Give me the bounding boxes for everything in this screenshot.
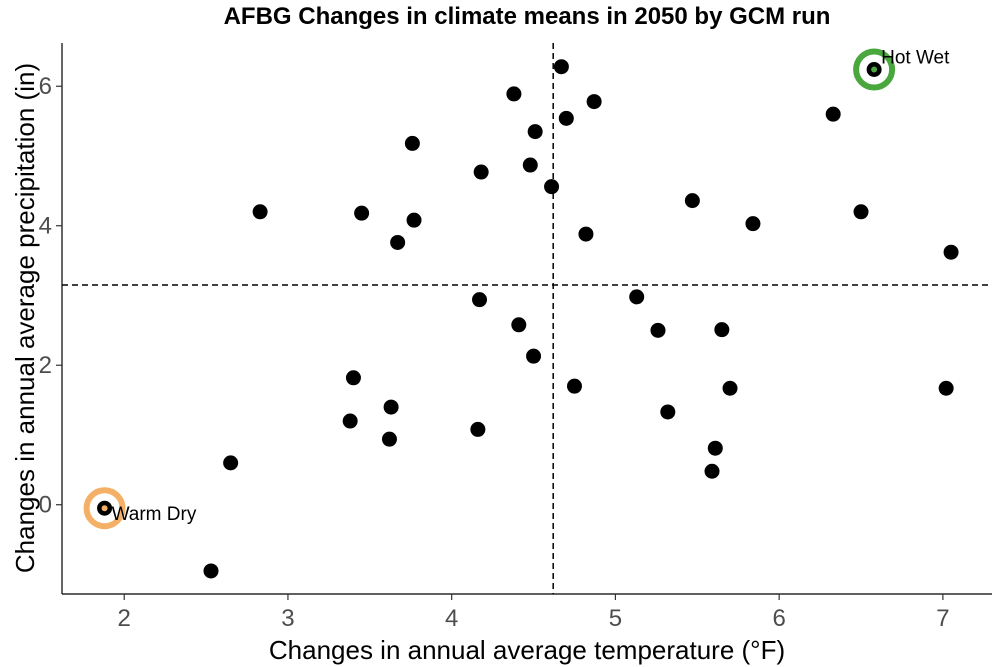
data-point	[473, 164, 489, 180]
y-axis-title: Changes in annual average precipitation …	[10, 63, 40, 573]
annotation-label: Hot Wet	[881, 48, 950, 69]
data-point	[223, 455, 239, 471]
data-point	[345, 370, 361, 386]
x-tick-label: 7	[936, 605, 949, 632]
highlight-center	[871, 66, 878, 73]
data-point	[558, 110, 574, 126]
data-point	[506, 86, 522, 102]
data-point	[943, 244, 959, 260]
data-point	[404, 135, 420, 151]
data-point	[381, 431, 397, 447]
data-point	[390, 234, 406, 250]
x-tick-label: 2	[118, 605, 131, 632]
data-point	[684, 193, 700, 209]
data-points	[97, 59, 959, 579]
y-tick-label: 4	[39, 213, 52, 240]
highlight-ring	[853, 48, 896, 91]
reference-lines	[62, 43, 992, 594]
data-point	[522, 157, 538, 173]
data-point	[342, 413, 358, 429]
data-point	[586, 94, 602, 110]
data-point	[650, 322, 666, 338]
x-axis-ticks: 2 3 4 5 6 7	[118, 594, 950, 632]
data-point	[938, 380, 954, 396]
data-point	[354, 205, 370, 221]
data-point	[578, 226, 594, 242]
y-tick-label: 6	[39, 73, 52, 100]
data-point	[511, 317, 527, 333]
data-point	[745, 216, 761, 232]
data-point	[722, 380, 738, 396]
x-tick-label: 5	[609, 605, 622, 632]
annotation-label: Warm Dry	[112, 504, 197, 525]
data-point	[527, 124, 543, 140]
data-point	[707, 440, 723, 456]
chart-title: AFBG Changes in climate means in 2050 by…	[224, 3, 831, 30]
y-tick-label: 2	[39, 352, 52, 379]
data-point	[406, 212, 422, 228]
x-tick-label: 4	[445, 605, 458, 632]
data-point	[704, 463, 720, 479]
highlight-ring	[83, 487, 126, 530]
data-point	[203, 563, 219, 579]
data-point	[660, 404, 676, 420]
data-point	[470, 421, 486, 437]
data-point	[472, 292, 488, 308]
data-point	[526, 348, 542, 364]
data-point	[383, 399, 399, 415]
data-point	[853, 204, 869, 220]
y-axis-ticks: 0 2 4 6	[39, 73, 62, 519]
x-axis-title: Changes in annual average temperature (°…	[269, 635, 785, 665]
data-point	[553, 59, 569, 75]
data-point	[825, 106, 841, 122]
y-tick-label: 0	[39, 492, 52, 519]
data-point	[544, 179, 560, 195]
data-point	[252, 204, 268, 220]
data-point	[714, 322, 730, 338]
data-point	[629, 289, 645, 305]
x-tick-label: 6	[772, 605, 785, 632]
highlight-center	[101, 505, 108, 512]
highlight-rings	[83, 48, 896, 530]
data-point	[566, 378, 582, 394]
annotation-labels: Warm Dry Hot Wet	[112, 48, 951, 526]
x-tick-label: 3	[281, 605, 294, 632]
